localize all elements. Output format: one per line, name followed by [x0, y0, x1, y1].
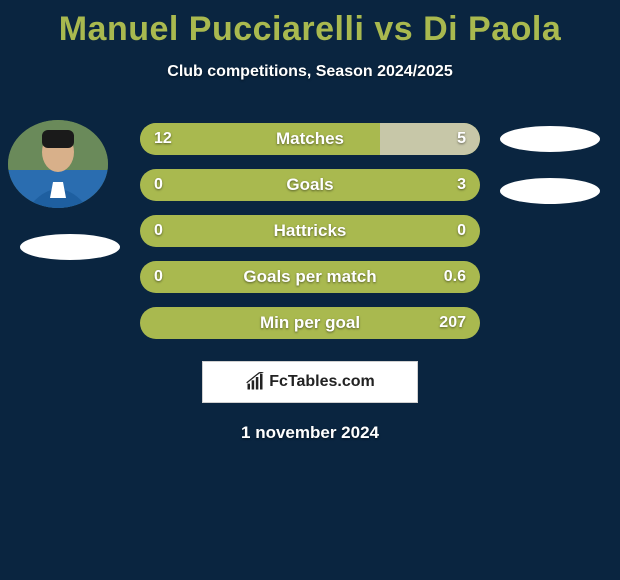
- stat-value-right: 3: [457, 169, 466, 201]
- stat-label: Goals: [140, 169, 480, 201]
- player-left-avatar: [8, 120, 108, 208]
- brand-attribution: FcTables.com: [202, 361, 418, 403]
- stat-value-right: 5: [457, 123, 466, 155]
- stat-row: Min per goal207: [140, 307, 480, 339]
- player-left-oval: [20, 234, 120, 260]
- stat-label: Hattricks: [140, 215, 480, 247]
- stat-label: Goals per match: [140, 261, 480, 293]
- player-right-oval-1: [500, 126, 600, 152]
- stat-label: Min per goal: [140, 307, 480, 339]
- stat-label: Matches: [140, 123, 480, 155]
- player-photo-placeholder: [8, 120, 108, 208]
- stat-row: 0Hattricks0: [140, 215, 480, 247]
- stat-row: 0Goals per match0.6: [140, 261, 480, 293]
- chart-icon: [245, 372, 265, 392]
- date-label: 1 november 2024: [0, 423, 620, 443]
- stat-row: 12Matches5: [140, 123, 480, 155]
- brand-text: FcTables.com: [269, 373, 375, 391]
- stat-value-right: 207: [439, 307, 466, 339]
- player-right-oval-2: [500, 178, 600, 204]
- stat-row: 0Goals3: [140, 169, 480, 201]
- subtitle: Club competitions, Season 2024/2025: [0, 63, 620, 81]
- stat-value-right: 0.6: [444, 261, 466, 293]
- page-title: Manuel Pucciarelli vs Di Paola: [0, 0, 620, 49]
- stat-value-right: 0: [457, 215, 466, 247]
